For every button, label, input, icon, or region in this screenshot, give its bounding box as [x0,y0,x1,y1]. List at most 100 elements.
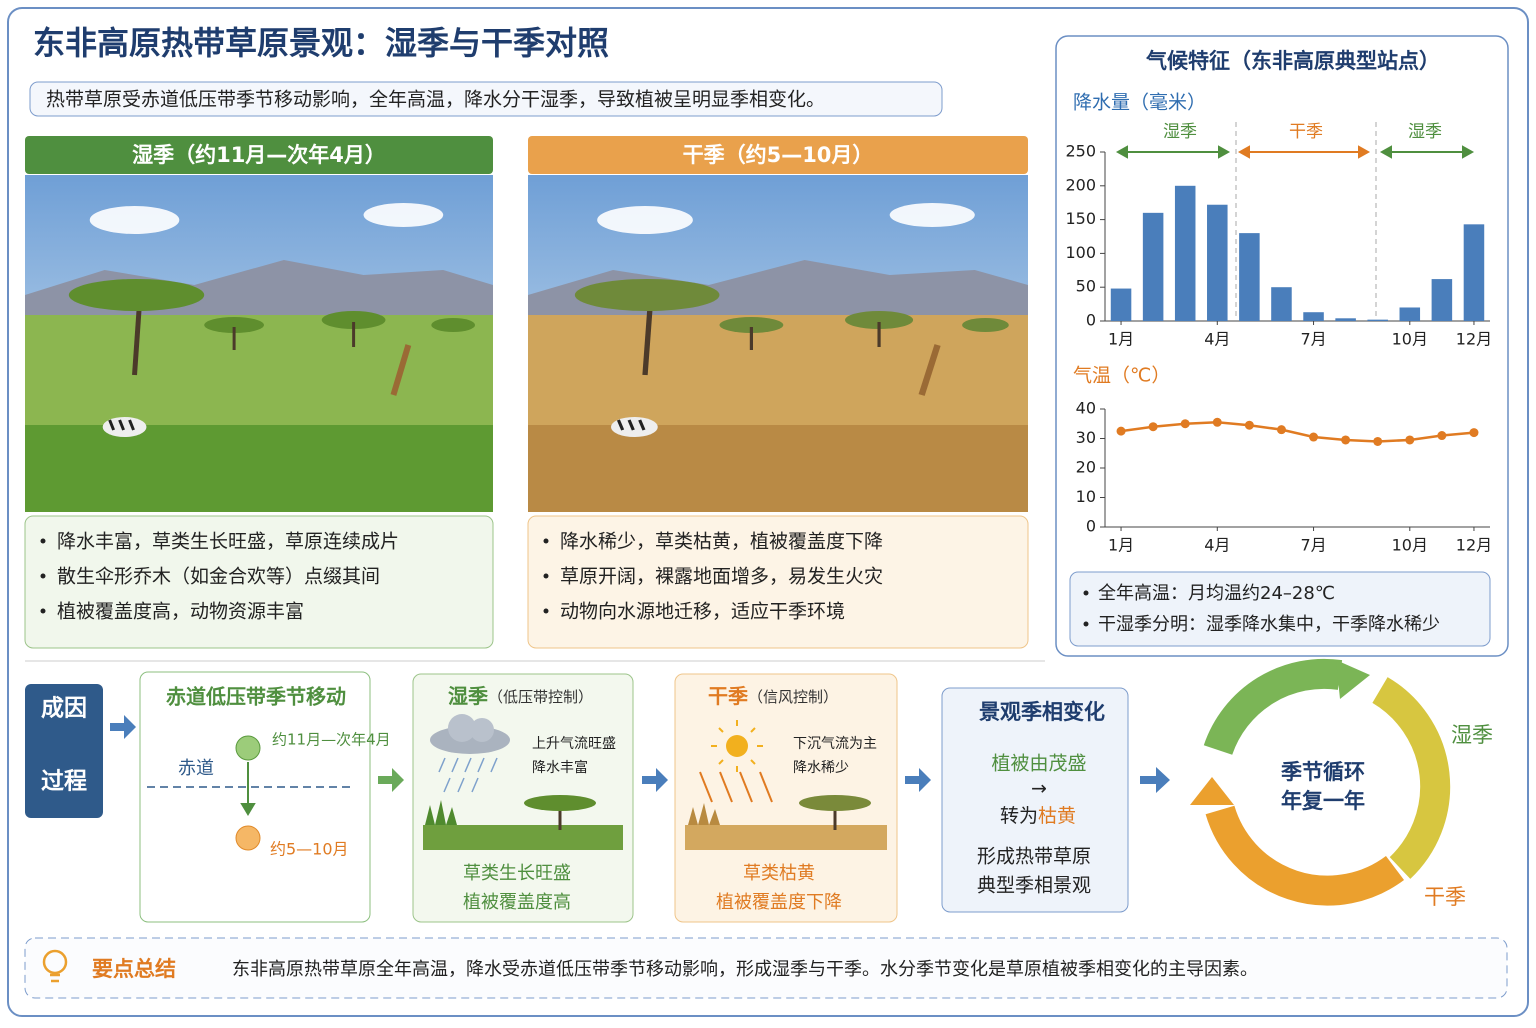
season-arrow [1379,145,1475,159]
step3-box [674,673,898,923]
cycle-dry: 干季 [1424,885,1466,909]
step3-heading: 干季（信风控制） [708,684,838,708]
summary-label: 要点总结 [92,957,176,981]
cycle-wet: 湿季 [1451,723,1493,747]
flow-arrow [905,768,931,792]
climate-note: 干湿季分明：湿季降水集中，干季降水稀少 [1098,614,1440,635]
cycle-arc [1205,805,1405,906]
season-label: 干季 [1289,122,1323,142]
season-arrow [1115,145,1231,159]
wet-box [24,515,494,649]
point [1148,422,1158,432]
point [1244,420,1254,430]
bar [1174,185,1196,321]
summary-text: 东非高原热带草原全年高温，降水受赤道低压带季节移动影响，形成湿季与干季。水分季节… [232,959,1258,980]
climate-note: 全年高温：月均温约24–28℃ [1098,583,1335,604]
bullet-text: 草原开阔，裸露地面增多，易发生火灾 [560,566,883,588]
y-tick-label: 0 [1086,311,1096,330]
bar [1271,287,1292,321]
y-tick-label: 50 [1076,277,1096,296]
bar [1431,279,1453,321]
flow-arrow [1140,767,1170,793]
bullet [40,538,46,544]
flow-arrow [378,768,404,792]
x-tick-label: 4月 [1204,330,1230,349]
summary-box [24,937,1508,999]
x-tick-label: 1月 [1108,330,1134,349]
climate-panel [1055,35,1509,657]
step3-result: 草类枯黄 [743,863,815,884]
step2-title: 湿季 [448,684,488,708]
bullet-text: 散生伞形乔木（如金合欢等）点缀其间 [57,566,380,588]
step4-arrow: → [1031,778,1047,800]
step2-heading: 湿季（低压带控制） [448,684,593,708]
step2-detail: 上升气流旺盛 [532,736,616,752]
step2-detail: 降水丰富 [532,759,588,776]
step2-note: （低压带控制） [488,688,593,706]
y-tick-label: 30 [1076,428,1096,447]
dry-image [528,175,1028,512]
step2-box [412,673,634,923]
step4-line: 形成热带草原 [977,846,1091,868]
bar [1239,233,1260,321]
season-annotations: 湿季 干季 湿季 [1115,122,1475,318]
cycle-head [1336,660,1370,699]
climate-title: 气候特征（东非高原典型站点） [1145,49,1440,73]
bar [1207,204,1228,321]
cycle-center: 季节循环 [1281,760,1365,784]
step4-line: 植被由茂盛 [991,753,1086,775]
cycle-head [1190,777,1234,805]
point [1405,435,1415,445]
bar [1335,318,1356,321]
flow-arrow [642,768,668,792]
equator-label: 赤道 [178,758,214,779]
step3-detail: 下沉气流为主 [793,736,877,752]
bullet-text: 动物向水源地迁移，适应干季环境 [560,601,845,623]
bullet [543,573,549,579]
cause-label: 成因 [41,696,87,722]
step2-result: 草类生长旺盛 [463,863,571,884]
y-tick-label: 250 [1065,142,1096,161]
bullet [1083,621,1089,627]
x-tick-label: 7月 [1300,330,1326,349]
cycle-center: 年复一年 [1281,789,1365,813]
y-tick-label: 100 [1065,243,1096,262]
y-tick-label: 40 [1076,399,1096,418]
dry-time: 约5—10月 [270,840,349,859]
bullet [1083,590,1089,596]
step1-box [139,671,371,923]
bullet-text: 降水丰富，草类生长旺盛，草原连续成片 [57,531,399,553]
step4-line: 典型季相景观 [977,875,1091,897]
step4-line: 转为枯黄 [1000,805,1076,827]
x-tick-label: 10月 [1392,330,1428,349]
precip-title: 降水量（毫米） [1073,92,1206,114]
x-tick-label: 12月 [1456,536,1492,555]
bullet [543,538,549,544]
wet-position [235,735,261,761]
cause-box [25,684,103,818]
dry-position [235,825,261,851]
x-tick-label: 4月 [1204,536,1230,555]
wet-grass [423,795,623,850]
step3-title: 干季 [708,684,748,708]
bar [1110,288,1132,321]
flow-arrows [110,715,1170,793]
bullet [543,608,549,614]
point [1309,432,1319,442]
wet-title: 湿季（约11月—次年4月） [132,143,386,167]
step1-title: 赤道低压带季节移动 [166,685,346,709]
step3-result: 植被覆盖度下降 [716,892,842,913]
shift-arrow [240,762,256,816]
bar [1303,312,1324,321]
point [1469,428,1479,438]
y-tick-label: 200 [1065,175,1096,194]
dry-box [527,515,1029,649]
flow-arrow [110,715,136,739]
bar [1463,224,1485,321]
bullet [40,608,46,614]
wet-image [25,175,493,512]
season-label: 湿季 [1408,122,1442,142]
dry-grass [685,795,887,850]
cause-label: 过程 [41,769,87,795]
